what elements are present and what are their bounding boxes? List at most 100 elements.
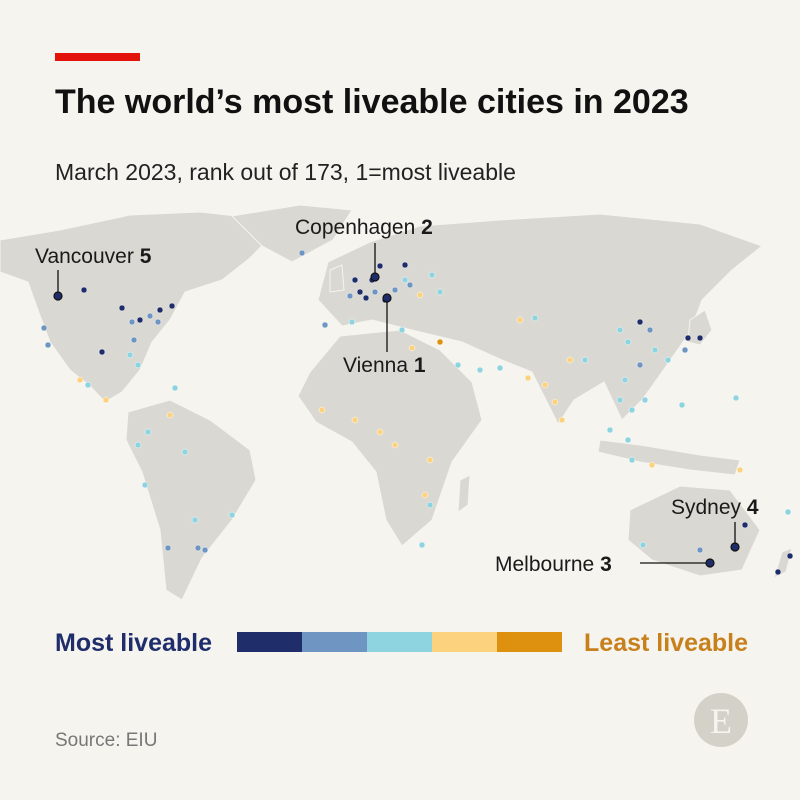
city-dot [164,544,172,552]
world-map [0,204,793,601]
city-dot [678,401,686,409]
city-dot [566,356,574,364]
city-dot [40,324,48,332]
city-dot [641,396,649,404]
logo-circle [694,693,748,747]
city-dot [636,361,644,369]
city-dot [144,428,152,436]
city-dot [551,398,559,406]
city-dot [356,288,364,296]
city-dot [84,381,92,389]
city-dot [558,416,566,424]
city-dot [134,361,142,369]
city-dot [128,318,136,326]
city-dot [118,304,126,312]
city-dot [126,351,134,359]
city-dot [130,336,138,344]
city-dot [436,288,444,296]
legend-swatch [367,632,432,652]
city-name: Copenhagen [295,216,415,239]
city-dot [44,341,52,349]
highlight-dot [382,293,392,303]
city-dot [476,366,484,374]
city-dot [531,314,539,322]
city-dot [541,381,549,389]
city-rank: 3 [600,553,612,576]
city-dot [581,356,589,364]
eurasia [317,213,764,425]
city-dot [606,426,614,434]
city-dot [681,346,689,354]
north-america [0,211,276,403]
greenland [230,204,353,263]
city-dot [736,466,744,474]
city-dot [624,338,632,346]
accent-bar [55,53,140,61]
city-dot [648,461,656,469]
city-dot [646,326,654,334]
city-dot [166,411,174,419]
city-label: Copenhagen 2 [295,216,433,239]
indonesia [597,439,741,476]
city-dot [408,344,416,352]
city-dot [496,364,504,372]
city-dot [621,376,629,384]
source: Source: EIU [55,730,157,751]
city-dot [426,456,434,464]
city-dot [318,406,326,414]
city-dot [416,291,424,299]
city-dot [156,306,164,314]
city-dot [321,321,329,329]
city-dot [664,356,672,364]
city-dot [628,406,636,414]
city-dot [774,568,782,576]
city-dot [351,276,359,284]
city-dot [102,396,110,404]
city-rank: 1 [414,354,426,377]
city-dot [639,541,647,549]
city-dot [391,286,399,294]
city-dot [146,312,154,320]
legend-swatch [237,632,302,652]
city-dot [171,384,179,392]
city-dot [391,441,399,449]
city-dot [194,544,202,552]
city-name: Vancouver [35,245,134,268]
legend-bar [237,632,562,652]
city-dot [298,249,306,257]
city-dot [516,316,524,324]
city-dot [201,546,209,554]
city-dot [616,396,624,404]
highlight-dot [53,291,63,301]
city-rank: 2 [421,216,433,239]
city-dot [651,346,659,354]
city-dot [134,441,142,449]
city-dot [376,428,384,436]
city-dot [376,262,384,270]
city-dot [436,338,444,346]
callouts: Copenhagen 2 Vancouver 5 Vienna 1 Sydney 4 M… [35,216,759,576]
city-dot [98,348,106,356]
legend-swatch [302,632,367,652]
city-dot [741,521,749,529]
city-name: Vienna [343,354,408,377]
city-dot [362,294,370,302]
city-dot [401,276,409,284]
city-dot [732,394,740,402]
city-dot [628,456,636,464]
city-rank: 5 [140,245,152,268]
city-dot [348,318,356,326]
title: The world’s most liveable cities in 2023 [55,83,689,121]
city-dot [141,481,149,489]
city-dot [696,546,704,554]
city-dot [346,292,354,300]
city-dot [154,318,162,326]
city-label: Vienna 1 [343,354,426,377]
city-dot [636,318,644,326]
city-rank: 4 [747,496,759,519]
city-dot [406,281,414,289]
city-dot [371,288,379,296]
city-name: Melbourne [495,553,594,576]
city-label: Melbourne 3 [495,553,612,576]
city-dot [398,326,406,334]
